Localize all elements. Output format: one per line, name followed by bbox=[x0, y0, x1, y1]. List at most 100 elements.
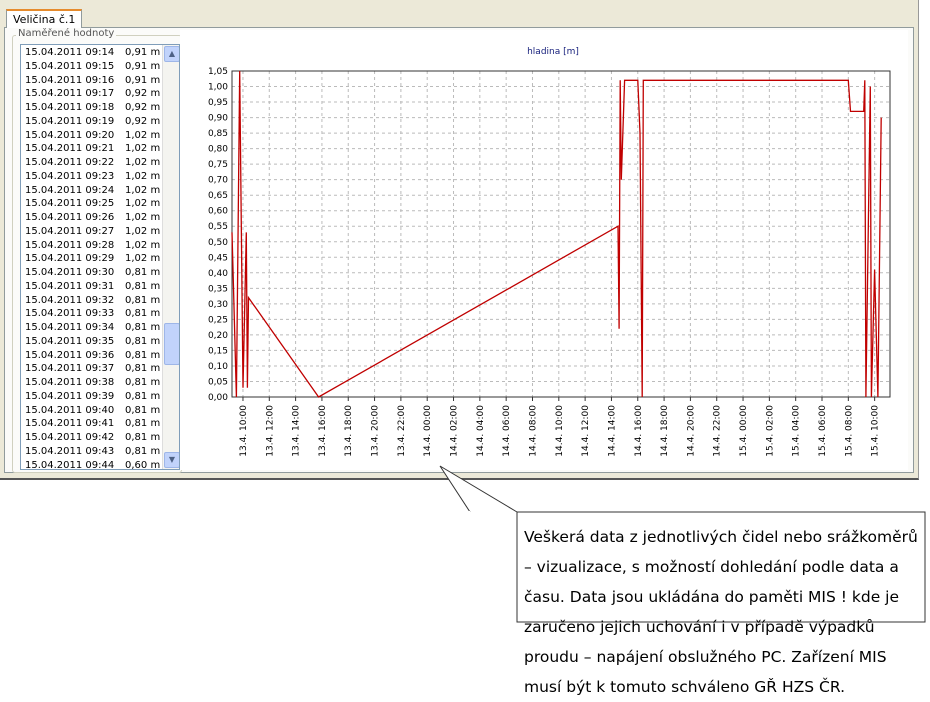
list-row[interactable]: 15.04.2011 09:43 0,81 m bbox=[25, 446, 160, 457]
x-tick-label: 15.4. 00:00 bbox=[739, 405, 749, 457]
list-row[interactable]: 15.04.2011 09:30 0,81 m bbox=[25, 267, 160, 278]
scroll-thumb[interactable] bbox=[164, 323, 179, 365]
x-tick-label: 15.4. 08:00 bbox=[844, 405, 854, 457]
list-row[interactable]: 15.04.2011 09:39 0,81 m bbox=[25, 391, 160, 402]
row-time: 15.04.2011 09:29 bbox=[25, 253, 115, 265]
y-tick-label: 0,10 bbox=[208, 362, 228, 372]
list-row[interactable]: 15.04.2011 09:18 0,92 m bbox=[25, 102, 160, 113]
scroll-down[interactable]: ▼ bbox=[164, 452, 179, 468]
row-time: 15.04.2011 09:26 bbox=[25, 212, 115, 223]
list-row[interactable]: 15.04.2011 09:14 0,91 m bbox=[25, 47, 160, 58]
x-tick-label: 14.4. 02:00 bbox=[450, 405, 460, 457]
x-tick-label: 15.4. 04:00 bbox=[792, 405, 802, 457]
row-time: 15.04.2011 09:28 bbox=[25, 239, 115, 251]
row-value: 0,92 m bbox=[125, 115, 161, 127]
list-row[interactable]: 15.04.2011 09:24 1,02 m bbox=[25, 185, 160, 196]
list-row[interactable]: 15.04.2011 09:23 1,02 m bbox=[25, 171, 160, 182]
y-tick-label: 0,60 bbox=[208, 207, 228, 217]
row-value: 1,02 m bbox=[125, 157, 161, 168]
list-row[interactable]: 15.04.2011 09:38 0,81 m bbox=[25, 377, 160, 388]
row-time: 15.04.2011 09:18 bbox=[25, 102, 115, 113]
row-time: 15.04.2011 09:38 bbox=[25, 377, 115, 388]
row-time: 15.04.2011 09:32 bbox=[25, 294, 115, 306]
y-tick-label: 0,05 bbox=[208, 377, 228, 387]
row-value: 0,81 m bbox=[125, 363, 161, 375]
y-tick-label: 0,80 bbox=[208, 145, 228, 155]
row-value: 0,81 m bbox=[125, 294, 161, 306]
row-time: 15.04.2011 09:30 bbox=[25, 267, 115, 278]
list-row[interactable]: 15.04.2011 09:20 1,02 m bbox=[25, 130, 160, 141]
y-tick-label: 0,00 bbox=[208, 393, 228, 403]
list-row[interactable]: 15.04.2011 09:42 0,81 m bbox=[25, 432, 160, 443]
scroll-up[interactable]: ▲ bbox=[164, 46, 179, 62]
row-value: 1,02 m bbox=[125, 198, 161, 210]
row-value: 1,02 m bbox=[125, 225, 161, 237]
row-time: 15.04.2011 09:34 bbox=[25, 322, 115, 333]
row-value: 1,02 m bbox=[125, 212, 161, 223]
list-row[interactable]: 15.04.2011 09:27 1,02 m bbox=[25, 226, 160, 237]
row-time: 15.04.2011 09:43 bbox=[25, 445, 115, 457]
x-tick-label: 14.4. 14:00 bbox=[607, 405, 617, 457]
x-tick-label: 15.4. 02:00 bbox=[765, 405, 775, 457]
list-row[interactable]: 15.04.2011 09:32 0,81 m bbox=[25, 295, 160, 306]
list-row[interactable]: 15.04.2011 09:35 0,81 m bbox=[25, 336, 160, 347]
x-tick-label: 14.4. 18:00 bbox=[660, 405, 670, 457]
row-value: 0,81 m bbox=[125, 280, 161, 292]
x-tick-label: 13.4. 10:00 bbox=[239, 405, 249, 457]
row-value: 1,02 m bbox=[125, 184, 161, 196]
x-tick-label: 15.4. 10:00 bbox=[871, 405, 881, 457]
list-row[interactable]: 15.04.2011 09:28 1,02 m bbox=[25, 240, 160, 251]
row-time: 15.04.2011 09:24 bbox=[25, 184, 115, 196]
list-row[interactable]: 15.04.2011 09:22 1,02 m bbox=[25, 157, 160, 168]
list-row[interactable]: 15.04.2011 09:15 0,91 m bbox=[25, 61, 160, 72]
list-row[interactable]: 15.04.2011 09:17 0,92 m bbox=[25, 88, 160, 99]
row-value: 0,92 m bbox=[125, 88, 161, 100]
y-tick-label: 0,20 bbox=[208, 331, 228, 341]
list-row[interactable]: 15.04.2011 09:26 1,02 m bbox=[25, 212, 160, 223]
x-tick-label: 14.4. 12:00 bbox=[581, 405, 591, 457]
row-time: 15.04.2011 09:19 bbox=[25, 115, 115, 127]
row-value: 0,81 m bbox=[125, 418, 161, 430]
list-row[interactable]: 15.04.2011 09:41 0,81 m bbox=[25, 418, 160, 429]
row-time: 15.04.2011 09:36 bbox=[25, 349, 115, 361]
row-time: 15.04.2011 09:37 bbox=[25, 363, 115, 375]
x-tick-label: 13.4. 18:00 bbox=[344, 405, 354, 457]
list-row[interactable]: 15.04.2011 09:44 0,60 m bbox=[25, 460, 160, 470]
x-tick-label: 13.4. 20:00 bbox=[371, 405, 381, 457]
scrollbar[interactable]: ▲ ▼ bbox=[162, 45, 179, 469]
list-row[interactable]: 15.04.2011 09:37 0,81 m bbox=[25, 363, 160, 374]
list-row[interactable]: 15.04.2011 09:40 0,81 m bbox=[25, 405, 160, 416]
x-tick-label: 13.4. 14:00 bbox=[292, 405, 302, 457]
y-tick-label: 0,50 bbox=[208, 238, 228, 248]
row-value: 0,91 m bbox=[125, 74, 161, 86]
row-value: 0,81 m bbox=[125, 432, 161, 443]
y-tick-label: 0,70 bbox=[208, 176, 228, 186]
list-row[interactable]: 15.04.2011 09:21 1,02 m bbox=[25, 143, 160, 154]
y-tick-label: 0,95 bbox=[208, 98, 228, 108]
row-value: 0,91 m bbox=[125, 60, 161, 72]
list-row[interactable]: 15.04.2011 09:25 1,02 m bbox=[25, 198, 160, 209]
callout-pointer bbox=[439, 465, 518, 513]
row-time: 15.04.2011 09:42 bbox=[25, 432, 115, 443]
x-tick-label: 14.4. 10:00 bbox=[555, 405, 565, 457]
list-row[interactable]: 15.04.2011 09:29 1,02 m bbox=[25, 253, 160, 264]
callout bbox=[439, 465, 926, 623]
y-tick-label: 0,55 bbox=[208, 222, 228, 232]
x-tick-label: 13.4. 12:00 bbox=[265, 405, 275, 457]
window: Veličina č.1 Naměřené hodnoty 15.04.2011… bbox=[0, 0, 919, 480]
tab[interactable]: Veličina č.1 bbox=[6, 9, 83, 28]
value-list[interactable]: 15.04.2011 09:44 0,60 m 15.04.2011 09:43 0,… bbox=[20, 44, 180, 470]
list-row[interactable]: 15.04.2011 09:34 0,81 m bbox=[25, 322, 160, 333]
x-tick-label: 14.4. 04:00 bbox=[476, 405, 486, 457]
row-value: 0,92 m bbox=[125, 102, 161, 113]
list-row[interactable]: 15.04.2011 09:16 0,91 m bbox=[25, 75, 160, 86]
chart-title: hladina [m] bbox=[527, 47, 579, 57]
y-tick-label: 0,75 bbox=[208, 160, 228, 170]
list-row[interactable]: 15.04.2011 09:33 0,81 m bbox=[25, 308, 160, 319]
list-row[interactable]: 15.04.2011 09:31 0,81 m bbox=[25, 281, 160, 292]
list-row[interactable]: 15.04.2011 09:19 0,92 m bbox=[25, 116, 160, 127]
row-time: 15.04.2011 09:33 bbox=[25, 308, 115, 320]
row-value: 1,02 m bbox=[125, 239, 161, 251]
row-time: 15.04.2011 09:31 bbox=[25, 280, 115, 292]
list-row[interactable]: 15.04.2011 09:36 0,81 m bbox=[25, 350, 160, 361]
